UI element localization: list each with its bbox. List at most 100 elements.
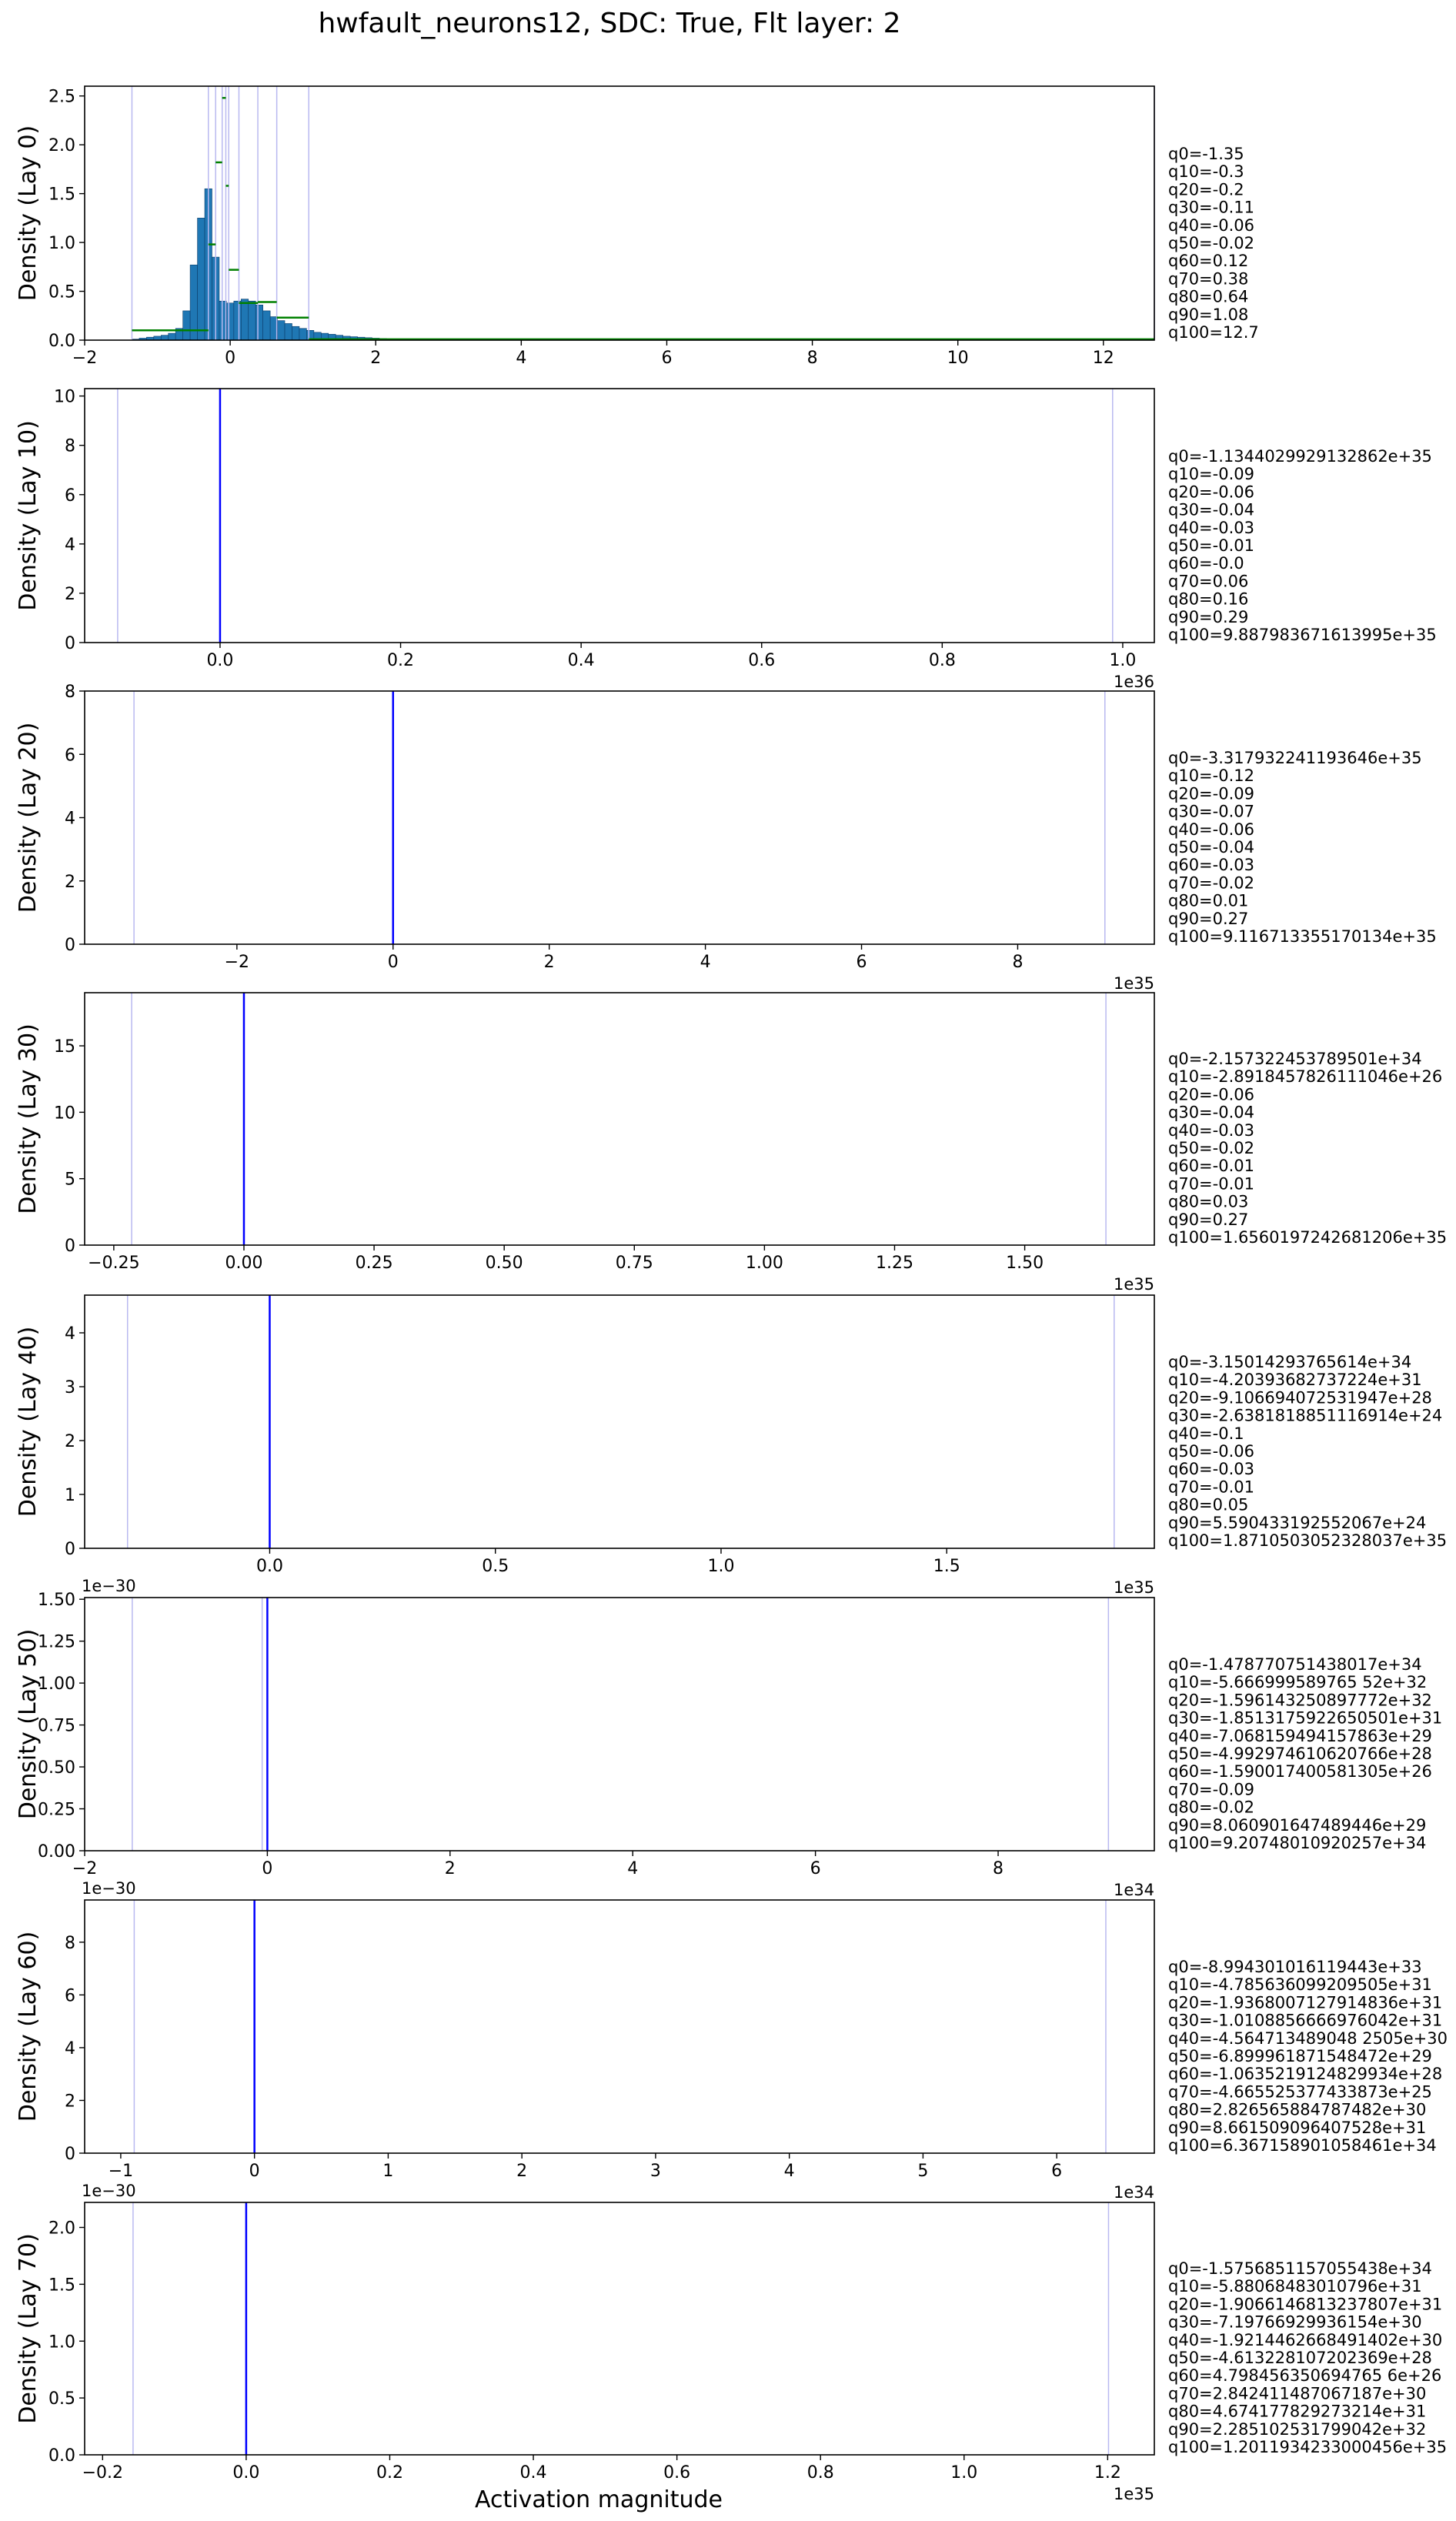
y-tick-label: 1.5 [48,2276,75,2295]
quantile-annotation: q100=1.2011934233000456e+35 [1168,2438,1447,2456]
y-tick-label: 4 [65,810,75,829]
panel-3: −0.25 0.00 0.25 0.50 0.75 1.00 1.25 1.50 0 5 10 15 D… [15,992,1447,1294]
histogram-bar [182,310,191,341]
y-axis-label: Density (Lay 50) [15,1629,42,1820]
quantile-annotation: q70=2.842411487067187e+30 [1168,2384,1426,2402]
quantile-annotation: q40=-0.03 [1168,519,1254,537]
quantile-annotation: q50=-0.02 [1168,1139,1254,1157]
quantile-annotation: q70=-0.01 [1168,1478,1254,1496]
axes-frame [84,1597,1155,1852]
quantile-annotation: q60=-0.03 [1168,1460,1254,1478]
x-tick-label: 0.2 [376,2463,403,2483]
quantile-annotation: q40=-4.564713489048 2505e+30 [1168,2029,1448,2048]
y-tick-label: 5 [65,1170,75,1190]
histogram-bar [299,328,307,341]
quantile-annotation: q20=-0.09 [1168,784,1254,803]
x-tick-label: 5 [917,2162,928,2181]
quantile-annotation: q30=-1.0108856666976042e+31 [1168,2012,1442,2030]
quantile-annotation: q80=4.674177829273214e+31 [1168,2402,1426,2421]
x-tick-label: 2 [370,349,381,368]
x-tick-label: 8 [993,1859,1004,1878]
axes-frame [84,1294,1155,1549]
quantile-annotation: q70=0.06 [1168,572,1248,590]
axes-frame [84,85,1155,341]
x-tick-label: 3 [650,2162,661,2181]
quantile-annotation: q40=-1.9214462668491402e+30 [1168,2331,1442,2349]
quantile-annotation: q90=5.590433192552067e+24 [1168,1514,1426,1532]
histogram-bar [277,320,286,341]
quantile-annotation: q50=-0.04 [1168,838,1254,856]
y-tick-label: 2 [65,873,75,892]
x-tick-label: 12 [1093,349,1114,368]
x-tick-label: 4 [627,1859,638,1878]
y-tick-label: 1.5 [48,185,75,205]
y-tick-label: 0 [65,1237,75,1256]
quantile-annotation: q20=-1.9066146813237807e+31 [1168,2295,1442,2313]
y-tick-label: 6 [65,1986,75,2005]
quantile-annotation: q80=-0.02 [1168,1798,1254,1817]
histogram-bar [226,302,235,341]
y-tick-label: 8 [65,683,75,702]
y-tick-label: 1.0 [48,2332,75,2352]
x-tick-label: 2 [445,1859,456,1878]
x-offset-label: 1e34 [1114,1881,1154,1899]
panel-1: 0.0 0.2 0.4 0.6 0.8 1.0 0 2 4 6 8 10 Density (Lay 10… [15,388,1437,691]
x-tick-label: 0 [262,1859,272,1878]
y-tick-label: 4 [65,2039,75,2059]
y-tick-label: 0 [65,634,75,653]
panel-0: −2 0 2 4 6 8 10 12 0.0 0.5 1.0 1.5 2.0 2.5 Density (La… [15,85,1259,368]
x-tick-label: 4 [516,349,526,368]
y-tick-label: 0.0 [48,332,75,351]
quantile-annotation: q10=-0.09 [1168,465,1254,483]
quantile-annotation: q20=-1.596143250897772e+32 [1168,1691,1432,1709]
y-tick-label: 2 [65,2092,75,2111]
y-tick-label: 0.50 [38,1758,75,1778]
x-offset-label: 1e36 [1114,673,1154,691]
histogram-bar [168,332,176,341]
histogram-bar [233,300,242,341]
quantile-annotation: q80=0.05 [1168,1496,1248,1514]
quantile-annotation: q100=1.8710503052328037e+35 [1168,1531,1447,1550]
y-tick-label: 0 [65,936,75,955]
chart-title: hwfault_neurons12, SDC: True, Flt layer:… [318,8,900,39]
quantile-annotation: q90=0.27 [1168,910,1248,928]
quantile-annotation: q90=1.08 [1168,306,1248,324]
x-tick-label: 4 [784,2162,795,2181]
y-tick-label: 0.5 [48,2389,75,2409]
quantile-annotation: q10=-2.8918457826111046e+26 [1168,1067,1442,1086]
quantile-annotation: q40=-7.068159494157863e+29 [1168,1727,1432,1745]
quantile-annotation: q10=-5.666999589765 52e+32 [1168,1673,1427,1691]
histogram-bar [248,300,256,341]
quantile-annotation: q70=-0.09 [1168,1780,1254,1798]
x-tick-label: 2 [516,2162,527,2181]
x-tick-label: 0.50 [486,1254,523,1273]
histogram-bar [160,335,169,341]
quantile-annotation: q90=8.661509096407528e+31 [1168,2119,1426,2137]
x-tick-label: 0.4 [520,2463,547,2483]
quantile-annotation: q100=1.6560197242681206e+35 [1168,1228,1447,1247]
quantile-annotation: q50=-0.06 [1168,1442,1254,1461]
quantile-annotation: q0=-8.994301016119443e+33 [1168,1958,1422,1976]
x-tick-label: −0.25 [88,1254,139,1273]
x-tick-label: 6 [810,1859,821,1878]
quantile-annotation: q60=0.12 [1168,252,1248,270]
quantile-annotation: q70=0.38 [1168,269,1248,288]
quantile-annotation: q0=-3.15014293765614e+34 [1168,1353,1411,1371]
quantile-annotation: q0=-1.35 [1168,145,1244,163]
x-tick-label: 0.4 [568,651,595,670]
panel-4: 0.0 0.5 1.0 1.5 0 1 2 3 4 Density (Lay 40) 1e35 q0=… [15,1294,1447,1597]
y-axis-label: Density (Lay 30) [15,1023,42,1214]
quantile-annotation: q60=-0.01 [1168,1157,1254,1175]
quantile-annotation: q90=0.27 [1168,1210,1248,1229]
quantile-annotation: q50=-0.01 [1168,536,1254,555]
histogram-bar [189,264,198,341]
panel-6: −1 0 1 2 3 4 5 6 0 2 4 6 8 Density (Lay 60) 1e34 1e−30 q… [15,1879,1448,2202]
quantile-annotation: q60=-1.590017400581305e+26 [1168,1762,1432,1781]
quantile-annotation: q50=-4.613228107202369e+28 [1168,2349,1432,2367]
histogram-bar [197,218,205,341]
quantile-annotation: q90=0.29 [1168,608,1248,626]
y-axis-label: Density (Lay 0) [15,125,42,301]
quantile-annotation: q80=0.01 [1168,892,1248,910]
quantile-annotation: q70=-0.02 [1168,873,1254,892]
x-tick-label: 1.25 [876,1254,913,1273]
